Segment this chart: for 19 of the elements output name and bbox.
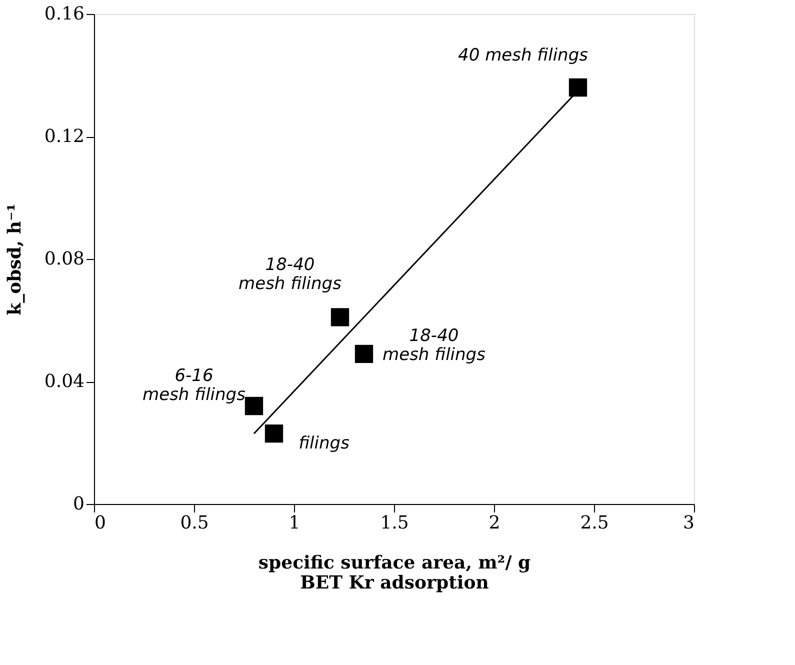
- y-tick-label: 0.08: [44, 248, 84, 270]
- annotation: 40 mesh filings: [458, 46, 588, 66]
- y-tick-label: 0.04: [44, 371, 84, 392]
- x-tick-label: 2.5: [580, 512, 609, 534]
- x-tick-label: 2: [488, 512, 500, 534]
- y-tick-label: 0.12: [44, 126, 84, 147]
- annotation: filings: [298, 434, 350, 454]
- x-axis-title: specific surface area, m²/ g BET Kr adsorption: [258, 552, 532, 594]
- annotation: 18-40 mesh filings: [382, 326, 486, 365]
- x-tick-label: 0: [94, 512, 106, 534]
- y-axis-title: k_obsd, h⁻¹: [4, 204, 26, 316]
- x-tick-label: 3: [683, 512, 694, 534]
- annotation: 18-40 mesh filings: [238, 255, 342, 294]
- y-tick-label: 0: [73, 494, 84, 514]
- x-tick-label: 1.5: [380, 512, 409, 534]
- y-tick-label: 0.16: [44, 4, 84, 24]
- annotation: 6-16 mesh filings: [142, 366, 246, 405]
- x-tick-label: 0.5: [180, 512, 209, 534]
- x-tick-label: 1: [288, 512, 300, 534]
